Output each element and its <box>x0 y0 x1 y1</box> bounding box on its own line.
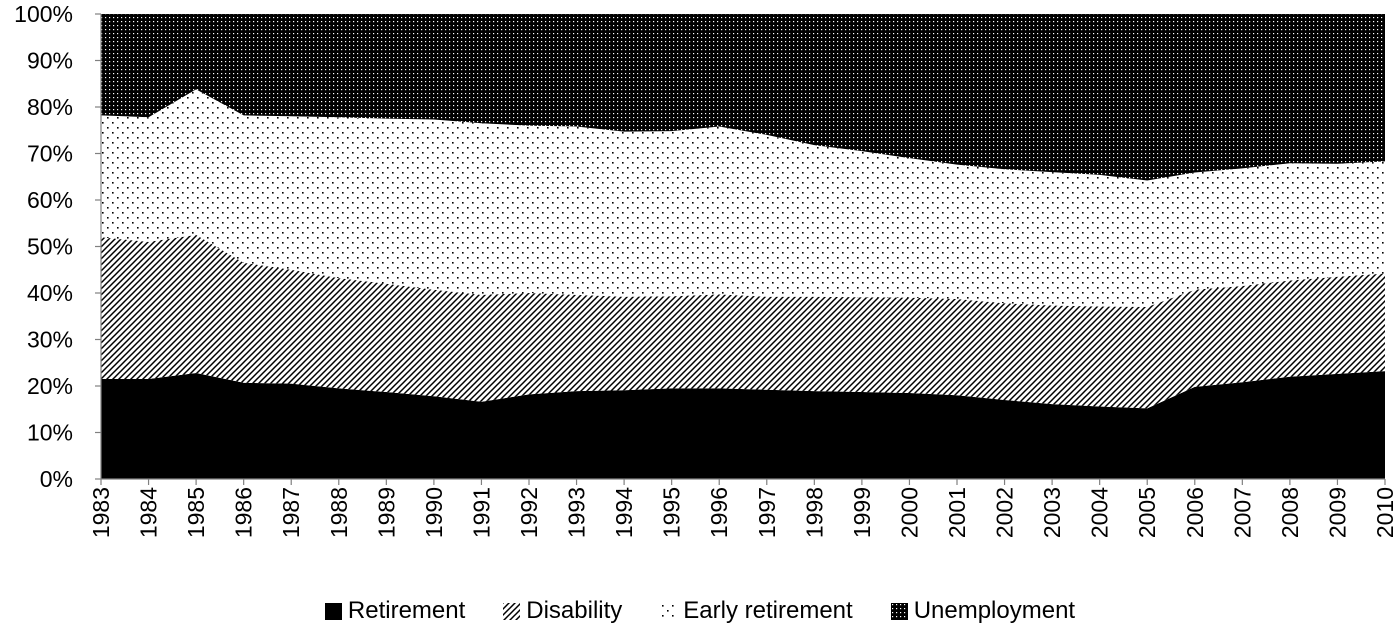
y-tick-labels: 0% 10% 20% 30% 40% 50% 60% 70% 80% 90% 100% <box>14 1 101 492</box>
x-tick-label: 2007 <box>1229 487 1255 538</box>
x-tick-label: 2006 <box>1182 487 1208 538</box>
legend: Retirement Disability Early retirement U… <box>0 596 1400 626</box>
legend-label-retirement: Retirement <box>347 597 466 624</box>
legend-swatch-unemployment <box>890 602 908 620</box>
x-tick-label: 1994 <box>611 487 637 538</box>
y-tick-label: 10% <box>27 420 73 446</box>
x-tick-label: 1993 <box>564 487 590 538</box>
x-tick-label: 2001 <box>944 487 970 538</box>
legend-swatch-retirement <box>324 602 342 620</box>
legend-swatch-early-retirement <box>660 602 678 620</box>
x-tick-label: 1995 <box>659 487 685 538</box>
x-tick-label: 2000 <box>896 487 922 538</box>
x-tick-label: 1999 <box>849 487 875 538</box>
x-tick-label: 1992 <box>516 487 542 538</box>
x-tick-label: 2009 <box>1324 487 1350 538</box>
x-tick-label: 1983 <box>88 487 114 538</box>
x-tick-label: 1988 <box>326 487 352 538</box>
area-early-retirement <box>101 89 1385 307</box>
x-tick-label: 1985 <box>183 487 209 538</box>
x-tick-label: 2003 <box>1039 487 1065 538</box>
y-tick-label: 20% <box>27 373 73 399</box>
legend-swatch-disability <box>503 602 521 620</box>
x-tick-label: 2005 <box>1134 487 1160 538</box>
x-tick-label: 1996 <box>706 487 732 538</box>
x-tick-label: 2010 <box>1372 487 1398 538</box>
areas-layer <box>101 14 1385 479</box>
x-tick-label: 2002 <box>992 487 1018 538</box>
x-tick-label: 2004 <box>1087 487 1113 538</box>
y-tick-label: 60% <box>27 187 73 213</box>
legend-label-disability: Disability <box>526 597 623 624</box>
x-tick-label: 1997 <box>754 487 780 538</box>
y-tick-label: 70% <box>27 141 73 167</box>
y-tick-label: 40% <box>27 280 73 306</box>
area-disability <box>101 234 1385 409</box>
legend-item-disability: Disability <box>503 597 622 625</box>
x-tick-label: 2008 <box>1277 487 1303 538</box>
x-tick-label: 1987 <box>278 487 304 538</box>
legend-label-unemployment: Unemployment <box>913 597 1076 624</box>
legend-label-early-retirement: Early retirement <box>683 597 853 624</box>
y-tick-label: 80% <box>27 94 73 120</box>
y-tick-label: 100% <box>14 1 73 27</box>
y-tick-label: 50% <box>27 234 73 260</box>
x-tick-label: 1984 <box>136 487 162 538</box>
stacked-area-chart: 0%10%20%30%40%50%60%70%80%90%100% 1983 19… <box>14 1 1398 538</box>
x-tick-label: 1990 <box>421 487 447 538</box>
y-tick-label: 0% <box>40 466 73 492</box>
x-tick-labels: 1983 1984 1985 1986 1987 1988 1989 1990 1991 1992… <box>88 479 1398 538</box>
legend-item-retirement: Retirement <box>324 597 466 625</box>
x-tick-label: 1986 <box>231 487 257 538</box>
y-tick-label: 30% <box>27 327 73 353</box>
area-retirement <box>101 371 1385 479</box>
x-tick-label: 1998 <box>801 487 827 538</box>
y-tick-label: 90% <box>27 48 73 74</box>
x-tick-label: 1989 <box>373 487 399 538</box>
x-tick-label: 1991 <box>468 487 494 538</box>
area-unemployment <box>101 14 1385 181</box>
legend-item-unemployment: Unemployment <box>890 597 1076 625</box>
legend-item-early-retirement: Early retirement <box>660 597 853 625</box>
